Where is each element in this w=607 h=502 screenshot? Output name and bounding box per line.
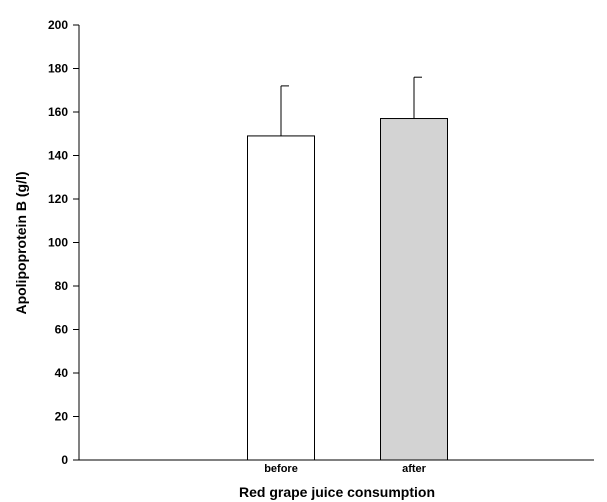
bar-after	[380, 118, 448, 461]
y-tick-label: 100	[48, 236, 68, 250]
y-tick-label: 40	[55, 366, 69, 380]
y-tick-label: 80	[55, 279, 69, 293]
y-tick-label: 120	[48, 192, 68, 206]
bar-before	[247, 135, 315, 461]
y-tick-label: 200	[48, 18, 68, 32]
x-tick-label-after: after	[402, 463, 427, 475]
y-tick-label: 180	[48, 62, 68, 76]
y-tick-label: 140	[48, 149, 68, 163]
x-tick-label-before: before	[264, 463, 298, 475]
y-tick-label: 60	[55, 323, 69, 337]
y-tick-label: 0	[61, 453, 68, 467]
x-axis-title: Red grape juice consumption	[239, 484, 435, 500]
y-tick-label: 160	[48, 105, 68, 119]
plot-area: 0 20 40 60 80 100 120 140 160 180 200 before after	[48, 18, 594, 475]
y-axis-title: Apolipoprotein B (g/l)	[13, 171, 29, 314]
y-tick-label: 20	[55, 410, 69, 424]
